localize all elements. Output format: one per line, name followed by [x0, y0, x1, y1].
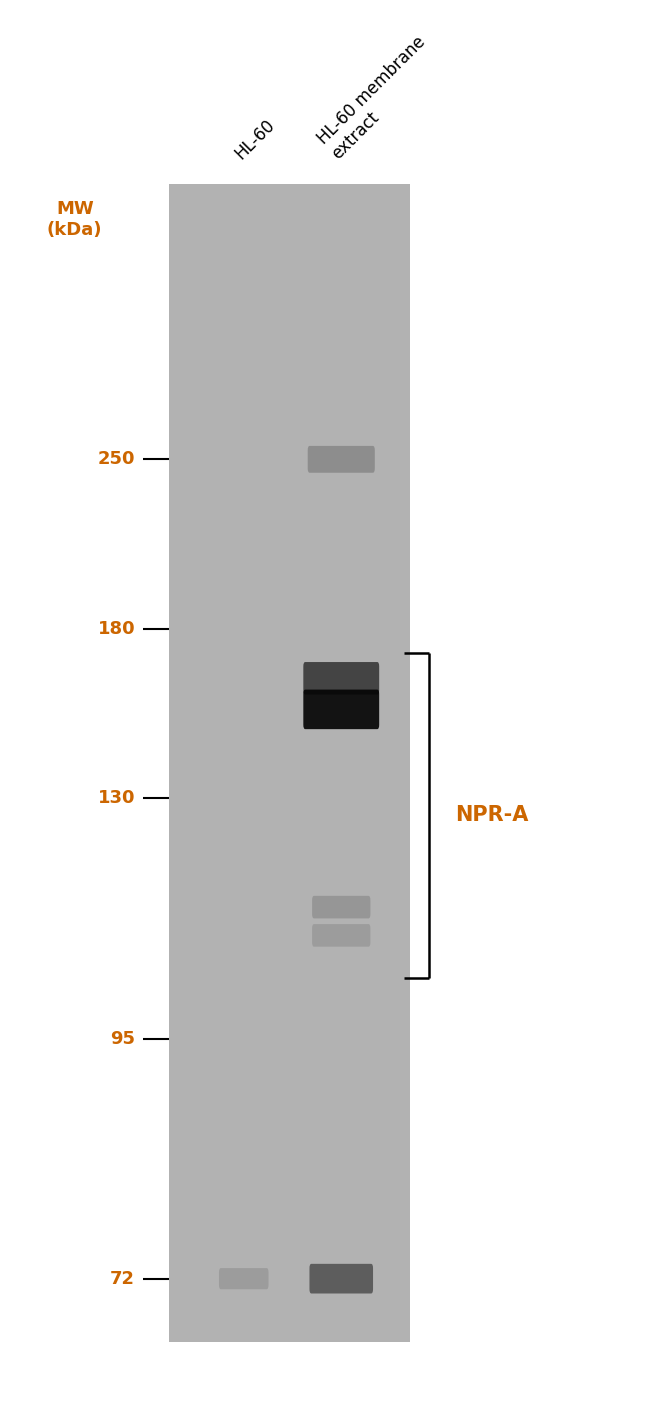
FancyBboxPatch shape [309, 1264, 373, 1293]
FancyBboxPatch shape [219, 1269, 268, 1289]
FancyBboxPatch shape [304, 689, 379, 729]
Text: 72: 72 [111, 1270, 135, 1287]
Text: 95: 95 [111, 1029, 135, 1047]
Text: NPR-A: NPR-A [455, 805, 528, 825]
FancyBboxPatch shape [307, 445, 375, 472]
Text: HL-60 membrane
extract: HL-60 membrane extract [314, 33, 443, 163]
Bar [169, 184, 410, 1343]
Text: 180: 180 [98, 619, 135, 638]
Text: MW
(kDa): MW (kDa) [47, 200, 103, 238]
FancyBboxPatch shape [312, 896, 370, 919]
FancyBboxPatch shape [304, 662, 379, 695]
Text: HL-60: HL-60 [231, 116, 278, 163]
Text: 250: 250 [98, 451, 135, 468]
FancyBboxPatch shape [312, 925, 370, 946]
Text: 130: 130 [98, 789, 135, 808]
